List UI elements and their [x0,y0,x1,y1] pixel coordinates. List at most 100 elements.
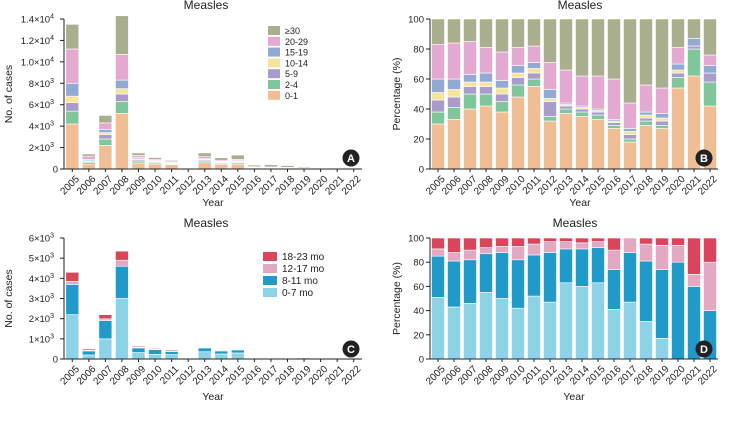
legend-label: 20-29 [285,37,308,47]
panel-c: Measles 0 1×103 2×103 3×103 4×103 5×103 6×103 20… [3,216,364,403]
bar-2018--30 [639,18,653,86]
y-tick-label: 40 [413,306,424,317]
bar-2016-18-23-mo [607,237,621,251]
bar-2011-8-11-mo [527,254,541,297]
bar-2009-12-17-mo [495,246,509,253]
bar-2007-2-4 [463,93,477,110]
bar-2009-20-29 [131,155,146,158]
bar-2020-15-19 [671,63,685,71]
bar-2019-5-9 [655,120,669,126]
bar-2009-0-1 [495,111,509,170]
bar-2008--30 [115,15,129,55]
bar-2017-15-19 [623,128,637,132]
bar-2021-2-4 [687,48,701,77]
bar-2012-8-11-mo [543,252,557,303]
bar-2017-20-29 [623,102,637,129]
bar-2011-2-4 [527,78,541,87]
bar-2006-0-7-mo [82,354,96,360]
bar-2011-15-19 [527,62,541,69]
panel-badge-circle [342,340,360,358]
panel-badge-circle [695,149,713,167]
bar-2010-18-23-mo [511,237,525,247]
bar-2011--30 [164,160,179,162]
legend-swatch [268,58,280,68]
x-tick-label: 2022 [696,364,720,388]
y-axis-title: Percentage (%) [391,262,403,335]
x-axis-title: Year [202,391,224,403]
bar-2015-18-23-mo [591,237,605,242]
bar-2014--30 [214,157,229,161]
bar-2019--30 [297,166,311,168]
y-tick-label: 0 [419,165,424,176]
legend-swatch [263,252,277,261]
bar-2016-8-11-mo [607,269,621,310]
bar-2006-0-7-mo [447,306,461,360]
bar-2015--30 [591,18,605,77]
bar-2005-0-7-mo [431,296,445,360]
bar-2006-8-11-mo [447,260,461,308]
bar-2009-0-7-mo [495,298,509,360]
bar-2014-18-23-mo [575,237,589,244]
x-axis-title: Year [202,197,224,209]
bar-2005-0-7-mo [65,314,80,360]
chart-title: Measles [184,0,229,12]
y-tick-label: 1.2×104 [21,35,54,47]
y-tick-label: 20 [413,135,424,146]
bar-2020-12-17-mo [671,244,685,263]
bar-2011-8-11-mo [164,351,179,355]
y-tick-label: 6×103 [29,233,54,245]
bar-2014-2-4 [575,111,589,117]
bar-2007-10-14 [98,132,113,136]
y-tick-label: 100 [408,15,424,26]
y-axis-title: Percentage (%) [391,58,403,131]
bar-2013--30 [559,18,573,71]
bar-2016--30 [247,164,262,167]
bar-2012-2-4 [543,116,557,122]
y-tick-label: 3×103 [29,293,54,305]
bar-2014-0-1 [575,116,589,170]
bar-2016-2-4 [607,125,621,129]
bar-2007-5-9 [98,134,113,140]
bar-2018-10-14 [639,114,653,119]
bar-2009-18-23-mo [131,345,146,348]
bar-2014-5-9 [575,108,589,113]
bar-2013-5-9 [559,105,573,110]
panel-badge-circle [342,149,360,167]
bar-2005-8-11-mo [65,284,80,315]
bar-2015--30 [231,154,245,160]
bar-2019-12-17-mo [655,244,669,270]
bar-2007-8-11-mo [463,259,477,304]
panel-badge-label: A [347,153,355,165]
y-tick-label: 100 [408,234,424,245]
y-tick-label: 60 [413,282,424,293]
bar-2022-12-17-mo [703,261,717,311]
bar-2009-5-9 [495,93,509,102]
bar-2006-0-1 [447,119,461,170]
bar-2005--30 [65,24,80,50]
y-tick-label: 1.0×104 [21,56,54,68]
bar-2015-0-1 [231,163,245,170]
bar-2009-0-7-mo [131,352,146,360]
bar-2018-18-23-mo [639,237,653,245]
legend-swatch [268,36,280,46]
bar-2009-10-14 [495,87,509,95]
bar-2008-18-23-mo [479,237,493,248]
bar-2016-20-29 [607,78,621,120]
bar-2021-18-23-mo [687,237,701,275]
bar-2010-10-14 [511,72,525,78]
panel-d: Measles020406080100200520062007200820092… [391,216,720,403]
x-tick-label: 2022 [696,174,720,198]
bar-2019-2-4 [655,125,669,129]
bar-2008-2-4 [115,101,129,114]
bar-2014-0-1 [214,164,229,170]
bar-2016-0-1 [607,128,621,170]
y-tick-label: 1.4×104 [21,14,54,26]
bar-2020-10-14 [671,69,685,74]
bar-2005-15-19 [65,82,80,97]
bar-2006-8-11-mo [82,350,96,356]
bar-2015-0-7-mo [231,352,245,360]
y-tick-label: 60 [413,75,424,86]
bar-2015-2-4 [591,114,605,120]
y-tick-label: 4×103 [29,273,54,285]
bar-2008-8-11-mo [115,265,129,299]
